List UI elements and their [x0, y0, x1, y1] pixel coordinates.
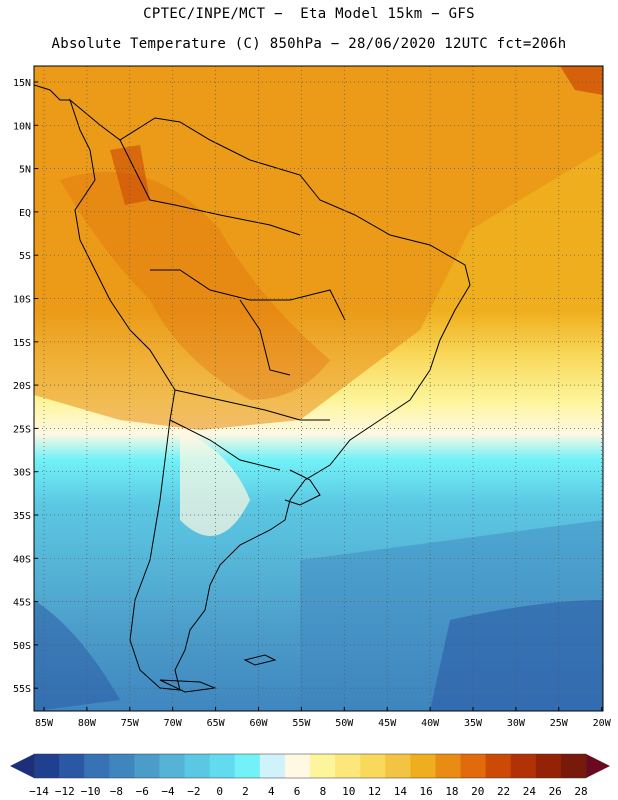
colorbar-swatch [259, 754, 286, 778]
colorbar: −14 −12 −10 −8 −6 −4 −2 0 2 4 6 8 10 12 14 16 18 20 22 24 26… [10, 753, 610, 798]
lon-label: 20W [593, 718, 612, 729]
colorbar-swatch [335, 754, 361, 778]
colorbar-label: 8 [320, 785, 327, 798]
lon-label: 50W [335, 718, 354, 729]
coastline [34, 84, 471, 693]
colorbar-swatch [560, 754, 587, 778]
colorbar-label: 10 [342, 785, 355, 798]
colorbar-label: 18 [445, 785, 458, 798]
colorbar-low-arrow [10, 754, 34, 778]
colorbar-label: 4 [268, 785, 275, 798]
lat-label: EQ [19, 208, 31, 219]
colorbar-label: −2 [187, 785, 200, 798]
lat-label: 35S [13, 511, 31, 522]
colorbar-swatch [284, 754, 311, 778]
longitude-labels: 85W 80W 75W 70W 65W 60W 55W 50W 45W 40W 35W 30W 25W 2… [35, 707, 612, 729]
colorbar-swatch [360, 754, 386, 778]
colorbar-swatch [410, 754, 436, 778]
colorbar-swatch [485, 754, 512, 778]
colorbar-label: 2 [242, 785, 249, 798]
lat-label: 50S [13, 641, 31, 652]
lat-label: 45S [13, 598, 31, 609]
colorbar-label: 12 [368, 785, 381, 798]
colorbar-swatch [385, 754, 411, 778]
colorbar-swatch [134, 754, 160, 778]
colorbar-label: −8 [110, 785, 123, 798]
colorbar-high-arrow [586, 754, 610, 778]
lon-label: 65W [207, 718, 226, 729]
lon-label: 70W [164, 718, 183, 729]
lat-label: 10S [13, 295, 31, 306]
colorbar-label: 0 [216, 785, 223, 798]
colorbar-swatch [535, 754, 562, 778]
colorbar-label: 28 [574, 785, 587, 798]
lat-label: 30S [13, 468, 31, 479]
colorbar-label: −10 [81, 785, 101, 798]
colorbar-label: 24 [523, 785, 537, 798]
colorbar-swatch [109, 754, 135, 778]
lat-label: 40S [13, 554, 31, 565]
lon-label: 80W [78, 718, 97, 729]
colorbar-swatch [209, 754, 236, 778]
colorbar-swatch [84, 754, 110, 778]
lon-label: 35W [464, 718, 483, 729]
lon-label: 85W [35, 718, 54, 729]
lon-label: 30W [507, 718, 526, 729]
colorbar-label: 14 [394, 785, 408, 798]
lat-label: 20S [13, 381, 31, 392]
lon-label: 40W [421, 718, 440, 729]
colorbar-label: 26 [549, 785, 562, 798]
lat-label: 55S [13, 684, 31, 695]
lat-label: 10N [13, 121, 31, 132]
colorbar-swatch [59, 754, 85, 778]
latitude-labels: 15N 10N 5N EQ 5S 10S 15S 20S 25S 30S 35S 40S 45S 50S 5… [13, 78, 38, 695]
lon-label: 75W [121, 718, 140, 729]
colorbar-swatch [234, 754, 261, 778]
title-line-2: Absolute Temperature (C) 850hPa − 28/06/… [51, 36, 567, 52]
colorbar-label: 22 [497, 785, 510, 798]
colorbar-outline [33, 753, 587, 779]
colorbar-label: −12 [55, 785, 75, 798]
colorbar-swatch [510, 754, 537, 778]
colorbar-label: 6 [294, 785, 301, 798]
colorbar-swatch [460, 754, 487, 778]
colorbar-swatch [159, 754, 186, 778]
lon-label: 55W [292, 718, 311, 729]
colorbar-label: 16 [420, 785, 433, 798]
lat-label: 25S [13, 424, 31, 435]
map-frame [33, 65, 604, 712]
colorbar-label: 20 [471, 785, 484, 798]
graticule [34, 66, 603, 711]
lon-label: 45W [378, 718, 397, 729]
lat-label: 15S [13, 338, 31, 349]
lat-label: 15N [13, 78, 31, 89]
lon-label: 25W [550, 718, 569, 729]
colorbar-swatch [34, 754, 60, 778]
colorbar-swatch [310, 754, 336, 778]
lat-label: 5S [19, 251, 31, 262]
lat-label: 5N [19, 165, 31, 176]
colorbar-swatch [184, 754, 211, 778]
temperature-field [34, 66, 603, 711]
lon-label: 60W [249, 718, 268, 729]
colorbar-swatch [435, 754, 462, 778]
colorbar-label: −4 [161, 785, 175, 798]
colorbar-label: −14 [29, 785, 49, 798]
colorbar-label: −6 [136, 785, 149, 798]
title-line-1: CPTEC/INPE/MCT − Eta Model 15km − GFS [143, 6, 475, 22]
